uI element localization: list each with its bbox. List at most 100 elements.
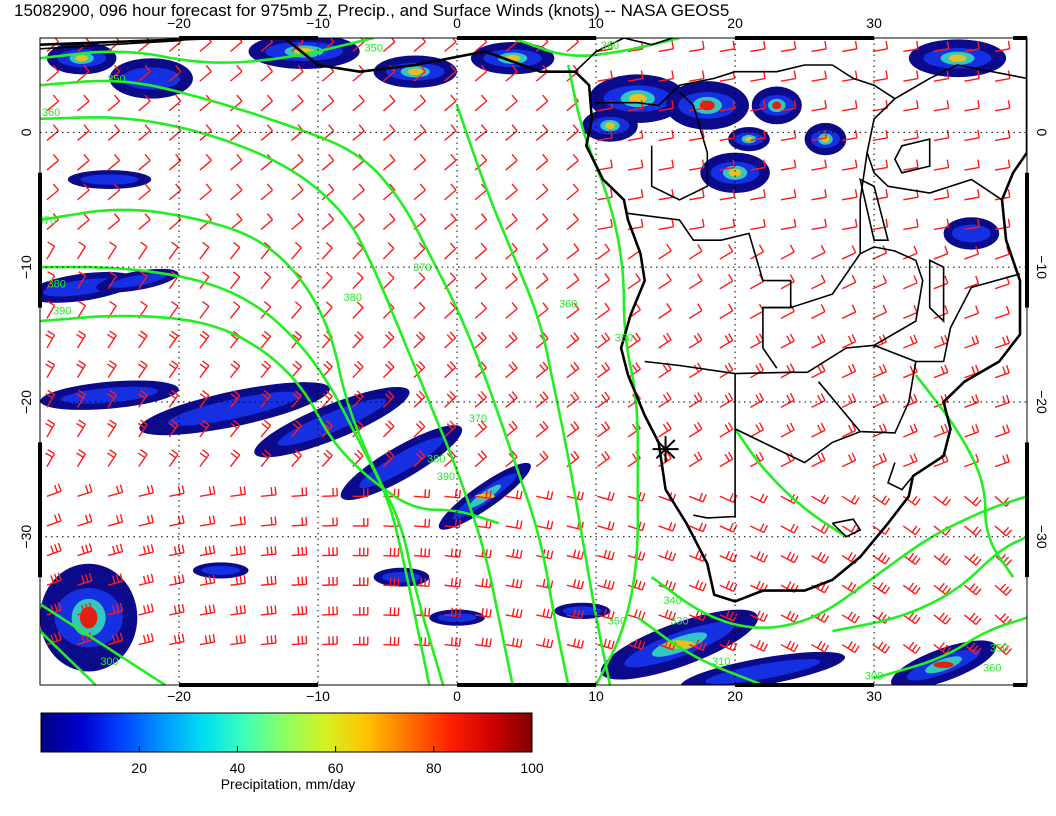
wind-barb xyxy=(903,100,919,112)
wind-barb xyxy=(46,483,62,497)
wind-barb xyxy=(45,449,56,467)
contour-label: 360 xyxy=(42,107,60,119)
wind-barb xyxy=(77,602,93,616)
wind-barb xyxy=(444,361,457,379)
wind-barb xyxy=(597,273,611,290)
wind-barb xyxy=(597,70,613,82)
contour-labels: 350 360 370 380 390 370 380 370 380 390 360 350 350 3… xyxy=(38,40,1008,683)
wind-barb xyxy=(322,636,338,646)
wind-barb xyxy=(872,452,888,468)
wind-barb xyxy=(903,275,918,290)
contour-label: 390 xyxy=(53,305,71,317)
wind-barb xyxy=(933,100,950,112)
wind-barb xyxy=(963,583,982,596)
country-border xyxy=(866,152,1003,201)
contour-label: 350 xyxy=(608,615,626,627)
wind-barb xyxy=(903,70,919,82)
contour-label: 340 xyxy=(663,595,681,607)
wind-barb xyxy=(352,488,369,498)
wind-barb xyxy=(688,522,707,533)
contour-label: 360 xyxy=(983,663,1001,675)
country-border xyxy=(915,273,1021,363)
wind-barb xyxy=(77,153,90,171)
wind-barb xyxy=(475,489,492,500)
wind-barb xyxy=(566,243,580,260)
wind-barb xyxy=(780,551,799,564)
wind-barb xyxy=(77,213,90,230)
wind-barb xyxy=(229,213,243,230)
wind-barb xyxy=(352,517,369,527)
wind-barb xyxy=(750,392,765,408)
wind-barb xyxy=(597,302,611,319)
wind-barb xyxy=(168,330,179,349)
wind-barb xyxy=(321,271,333,290)
wind-barb xyxy=(138,633,154,646)
contour-label: 370 xyxy=(38,215,56,227)
wind-barb xyxy=(597,608,615,620)
wind-barb xyxy=(811,363,826,379)
wind-barb xyxy=(627,638,646,650)
wind-barb xyxy=(658,40,675,53)
contour-label: 380 xyxy=(344,292,362,304)
contour-label: 380 xyxy=(427,454,445,466)
wind-barb xyxy=(841,452,857,468)
wind-barb xyxy=(260,213,274,230)
wind-barb xyxy=(413,94,426,112)
wind-barb xyxy=(107,573,124,586)
height-contours-layer xyxy=(40,38,1027,685)
wind-barb xyxy=(566,579,585,590)
wind-barb xyxy=(474,124,488,141)
wind-barb xyxy=(780,244,795,260)
wind-barb xyxy=(413,153,426,171)
wind-barb xyxy=(627,159,644,171)
wind-barb xyxy=(138,514,154,527)
wind-barb xyxy=(841,423,857,438)
wind-barb xyxy=(291,635,308,646)
wind-barb xyxy=(719,303,734,319)
wind-barb xyxy=(780,274,795,290)
wind-barb xyxy=(168,389,179,408)
wind-barb xyxy=(138,213,151,230)
wind-barb xyxy=(260,183,274,201)
wind-barb xyxy=(597,491,615,502)
wind-barb xyxy=(811,452,826,468)
wind-barb xyxy=(994,424,1010,438)
wind-barb xyxy=(168,241,179,260)
wind-barb xyxy=(229,64,243,82)
wind-barb xyxy=(597,243,611,260)
wind-barb xyxy=(46,153,59,171)
wind-barb xyxy=(168,153,182,171)
wind-barb xyxy=(352,183,365,201)
wind-barb xyxy=(964,70,980,82)
wind-barb xyxy=(903,159,919,171)
wind-barb xyxy=(719,100,736,112)
wind-barb xyxy=(505,637,523,648)
wind-barb xyxy=(535,391,549,408)
wind-barb xyxy=(597,579,615,591)
height-contour xyxy=(40,314,500,525)
wind-barb xyxy=(535,243,549,260)
wind-barb xyxy=(199,604,216,616)
wind-barb xyxy=(107,94,121,112)
colorbar-ticks: 20 40 60 80 100 xyxy=(131,746,544,776)
wind-barb xyxy=(719,610,738,622)
wind-barb xyxy=(137,330,148,349)
wind-barb xyxy=(566,124,579,141)
wind-barb xyxy=(750,451,765,468)
wind-barb xyxy=(780,610,799,623)
wind-barb xyxy=(964,275,980,290)
wind-barb xyxy=(46,513,62,527)
wind-barb xyxy=(107,183,121,201)
precip-area-core xyxy=(80,174,139,185)
wind-barb xyxy=(689,100,705,112)
wind-barb xyxy=(933,642,952,655)
height-contour xyxy=(734,428,847,538)
lat-tick-label-left: 0 xyxy=(18,128,34,136)
wind-barb xyxy=(382,420,395,438)
wind-barb xyxy=(352,577,369,587)
wind-barb xyxy=(903,423,918,438)
wind-barb xyxy=(291,576,308,586)
wind-barb xyxy=(444,420,457,438)
wind-barb xyxy=(688,639,707,651)
lat-tick-label-left: −20 xyxy=(18,390,34,414)
